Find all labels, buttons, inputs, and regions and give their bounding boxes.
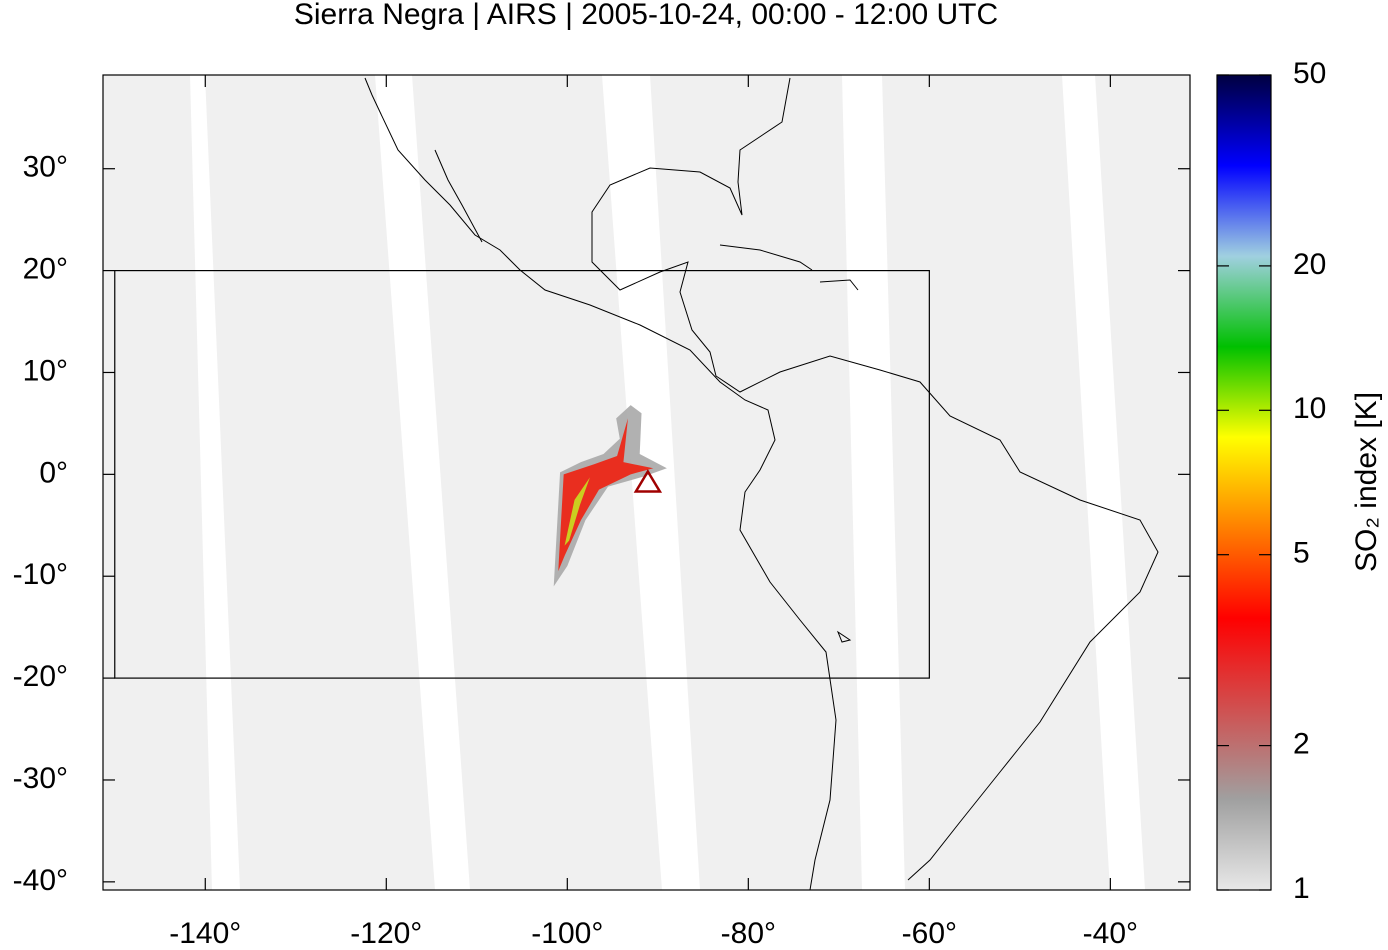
region-box	[114, 270, 930, 679]
x-tick-label: -120°	[350, 917, 422, 950]
map-area	[103, 75, 1190, 890]
x-tick-label: -40°	[1083, 917, 1138, 950]
x-tick-label: -80°	[721, 917, 776, 950]
colorbar-tick-label: 5	[1293, 537, 1310, 570]
y-tick-label: -10°	[13, 558, 68, 591]
so2-plume	[558, 418, 654, 572]
x-tick-label: -60°	[902, 917, 957, 950]
y-tick-label: 0°	[39, 456, 68, 489]
colorbar	[1216, 74, 1272, 891]
y-tick-label: 30°	[23, 151, 68, 184]
x-tick-label: -140°	[169, 917, 241, 950]
y-tick-label: 20°	[23, 253, 68, 286]
plume-layer	[553, 405, 667, 587]
colorbar-tick-label: 1	[1293, 872, 1310, 905]
y-tick-label: 10°	[23, 354, 68, 387]
swath-gaps	[190, 75, 1145, 890]
colorbar-tick-label: 2	[1293, 728, 1310, 761]
colorbar-tick-label: 20	[1293, 248, 1326, 281]
plot-frame	[102, 74, 1191, 891]
y-tick-label: -20°	[13, 660, 68, 693]
colorbar-tick-label: 50	[1293, 57, 1326, 90]
y-tick-label: -40°	[13, 864, 68, 897]
volcano-marker	[633, 469, 663, 493]
colorbar-label: SO₂ index [K]	[1350, 392, 1383, 572]
y-tick-label: -30°	[13, 762, 68, 795]
so2-plume	[564, 477, 590, 546]
so2-plume	[553, 405, 667, 587]
chart-title: Sierra Negra | AIRS | 2005-10-24, 00:00 …	[294, 0, 998, 31]
coastlines	[364, 77, 1159, 890]
x-tick-label: -100°	[531, 917, 603, 950]
colorbar-tick-label: 10	[1293, 392, 1326, 425]
